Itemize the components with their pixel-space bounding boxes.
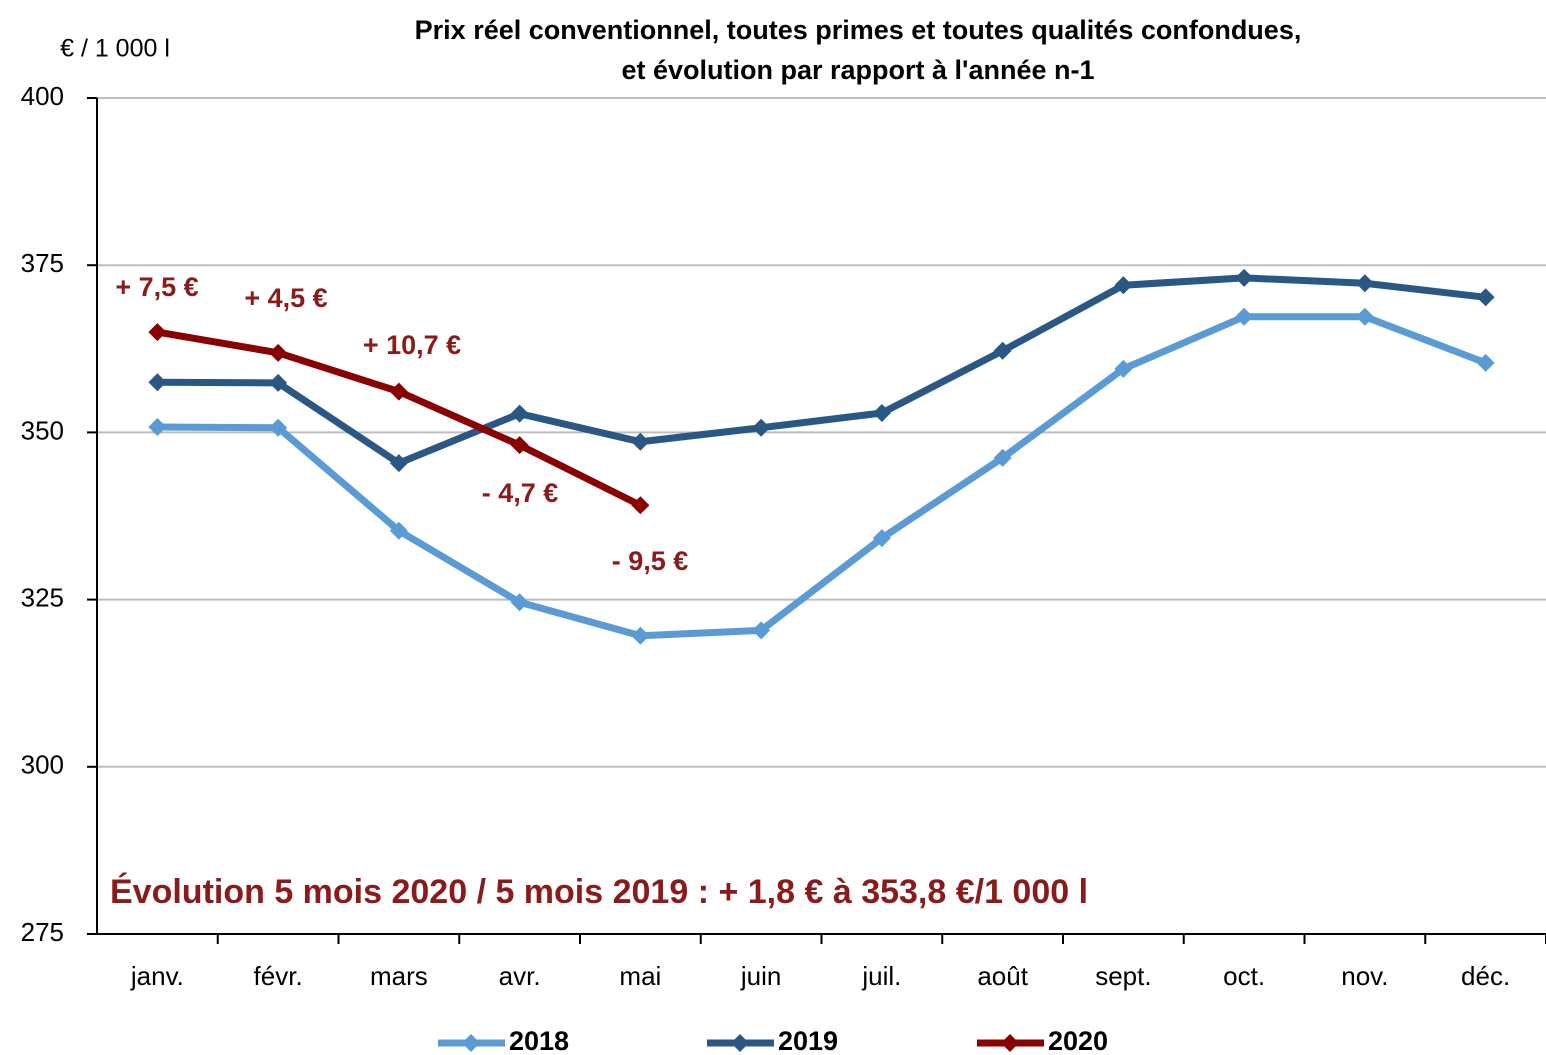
note: Évolution 5 mois 2020 / 5 mois 2019 : + … <box>110 873 1088 911</box>
annotation: + 4,5 € <box>244 283 327 313</box>
point <box>1476 288 1495 307</box>
legend-label: 2020 <box>1048 1026 1108 1055</box>
legend-label: 2018 <box>509 1026 569 1055</box>
x-tick-label: août <box>977 961 1028 991</box>
point <box>872 404 891 423</box>
x-tick-label: juil. <box>861 961 901 991</box>
annotation: + 7,5 € <box>115 272 198 302</box>
point <box>993 341 1012 360</box>
point <box>1355 307 1374 326</box>
y-tick-label: 300 <box>21 750 64 780</box>
x-tick-label: juin <box>740 961 781 991</box>
x-tick-label: nov. <box>1341 961 1388 991</box>
chart-title: et évolution par rapport à l'année n-1 <box>621 55 1094 85</box>
point <box>631 496 650 515</box>
legend-marker <box>462 1034 480 1052</box>
point <box>752 418 771 437</box>
point <box>269 418 288 437</box>
point <box>148 373 167 392</box>
x-tick-label: févr. <box>254 961 303 991</box>
point <box>510 593 529 612</box>
x-tick-label: déc. <box>1461 961 1510 991</box>
point <box>1235 268 1254 287</box>
point <box>510 436 529 455</box>
x-tick-label: avr. <box>499 961 541 991</box>
point <box>510 404 529 423</box>
point <box>269 343 288 362</box>
legend-label: 2019 <box>778 1026 838 1055</box>
point <box>1114 276 1133 295</box>
annotation: - 4,7 € <box>482 478 559 508</box>
legend-marker <box>1001 1034 1019 1052</box>
y-tick-label: 275 <box>21 917 64 947</box>
point <box>389 382 408 401</box>
point <box>148 323 167 342</box>
point <box>631 626 650 645</box>
annotation: + 10,7 € <box>363 330 461 360</box>
point <box>269 373 288 392</box>
point <box>389 454 408 473</box>
legend-marker <box>731 1034 749 1052</box>
y-tick-label: 400 <box>21 81 64 111</box>
y-tick-label: 350 <box>21 415 64 445</box>
y-axis-label: € / 1 000 l <box>60 35 170 63</box>
point <box>389 521 408 540</box>
y-tick-label: 325 <box>21 582 64 612</box>
point <box>1476 353 1495 372</box>
point <box>631 432 650 451</box>
x-tick-label: janv. <box>130 961 184 991</box>
x-tick-label: mars <box>370 961 428 991</box>
point <box>1114 359 1133 378</box>
point <box>148 418 167 437</box>
y-tick-label: 375 <box>21 248 64 278</box>
point <box>752 621 771 640</box>
x-tick-label: sept. <box>1095 961 1151 991</box>
series-line <box>157 274 1487 467</box>
point <box>993 448 1012 467</box>
point <box>1235 307 1254 326</box>
chart-title: Prix réel conventionnel, toutes primes e… <box>415 15 1302 45</box>
series-line <box>157 313 1487 640</box>
x-tick-label: oct. <box>1223 961 1265 991</box>
point <box>872 529 891 548</box>
point <box>1355 274 1374 293</box>
annotation: - 9,5 € <box>612 546 689 576</box>
x-tick-label: mai <box>619 961 661 991</box>
